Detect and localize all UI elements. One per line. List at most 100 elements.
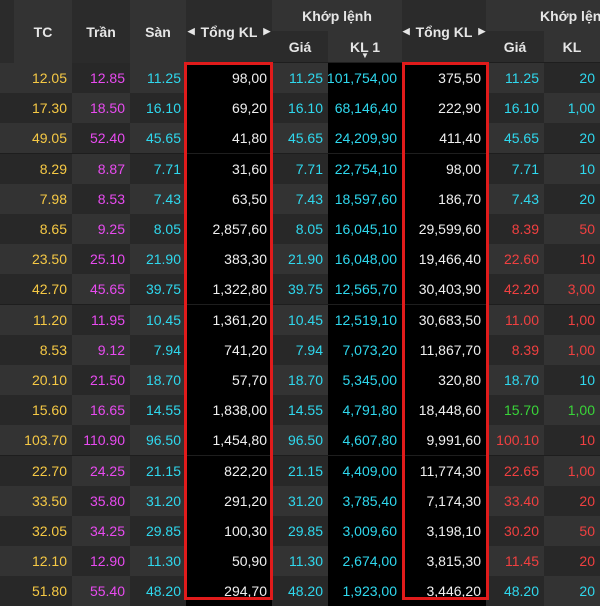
cell-tc: 12.10: [14, 546, 72, 577]
cell-tong-kl: 57,70: [186, 365, 272, 395]
header-tc-label: TC: [33, 23, 53, 40]
cell-san: 45.65: [130, 123, 186, 154]
header-gia-2[interactable]: Giá: [486, 31, 544, 62]
table-row[interactable]: 17.30 18.50 16.10 69,20 16.10 68,146,40 222,90…: [0, 93, 600, 124]
caret-left-icon[interactable]: ◀: [402, 26, 410, 36]
cell-tran: 11.95: [72, 304, 130, 335]
cell-kl1: 4,791,80: [328, 395, 402, 426]
table-row[interactable]: 32.05 34.25 29.85 100,30 29.85 3,009,60 3,198,…: [0, 516, 600, 546]
header-gia-1[interactable]: Giá: [272, 31, 328, 62]
cell-tong-kl: 291,20: [186, 485, 272, 516]
cell-tong-kl: 822,20: [186, 455, 272, 486]
header-tong-kl-2[interactable]: ◀ Tổng KL ▶: [402, 0, 486, 63]
cell-gia: 7.71: [272, 153, 328, 184]
table-row[interactable]: 8.29 8.87 7.71 31,60 7.71 22,754,10 98,00 7.71 1…: [0, 153, 600, 184]
highlight-box-tong-kl-1: [184, 62, 273, 600]
cell-tran: 8.53: [72, 183, 130, 214]
cell-kl-2: 10: [544, 365, 600, 395]
cell-kl-2: 20: [544, 576, 600, 606]
row-marker: [0, 93, 14, 124]
cell-gia-2: 22.60: [486, 244, 544, 275]
cell-tong-kl-2: 320,80: [402, 365, 486, 395]
cell-kl-2: 20: [544, 485, 600, 516]
cell-kl1: 4,409,00: [328, 455, 402, 486]
cell-tc: 23.50: [14, 244, 72, 275]
header-tc[interactable]: TC: [14, 0, 72, 63]
cell-tong-kl-2: 3,198,10: [402, 516, 486, 546]
cell-gia-2: 100.10: [486, 425, 544, 456]
table-row[interactable]: 42.70 45.65 39.75 1,322,80 39.75 12,565,70 30,…: [0, 274, 600, 305]
sort-down-icon[interactable]: ▼: [361, 51, 369, 60]
cell-tong-kl: 1,454,80: [186, 425, 272, 456]
cell-tc: 22.70: [14, 455, 72, 486]
table-row[interactable]: 23.50 25.10 21.90 383,30 21.90 16,048,00 19,46…: [0, 244, 600, 275]
cell-tc: 8.29: [14, 153, 72, 184]
cell-tc: 8.65: [14, 214, 72, 244]
cell-tran: 52.40: [72, 123, 130, 154]
cell-tc: 12.05: [14, 63, 72, 93]
caret-right-icon[interactable]: ▶: [478, 26, 486, 36]
cell-gia: 7.43: [272, 183, 328, 214]
header-tong-kl-2-label: Tổng KL: [415, 23, 473, 40]
cell-kl-2: 10: [544, 244, 600, 275]
cell-san: 39.75: [130, 274, 186, 305]
header-san[interactable]: Sàn: [130, 0, 186, 63]
table-row[interactable]: 49.05 52.40 45.65 41,80 45.65 24,209,90 411,40…: [0, 123, 600, 154]
header-khop-lenh-2: Khớp lệnh: [486, 0, 600, 31]
cell-san: 14.55: [130, 395, 186, 426]
table-row[interactable]: 7.98 8.53 7.43 63,50 7.43 18,597,60 186,70 7.43…: [0, 183, 600, 214]
cell-tran: 16.65: [72, 395, 130, 426]
cell-san: 10.45: [130, 304, 186, 335]
cell-tran: 12.85: [72, 63, 130, 93]
cell-san: 18.70: [130, 365, 186, 395]
cell-tong-kl-2: 30,403,90: [402, 274, 486, 305]
header-tong-kl-1[interactable]: ◀ Tổng KL ▶: [186, 0, 272, 63]
table-row[interactable]: 22.70 24.25 21.15 822,20 21.15 4,409,00 11,774…: [0, 455, 600, 486]
cell-tc: 17.30: [14, 93, 72, 124]
table-row[interactable]: 12.10 12.90 11.30 50,90 11.30 2,674,00 3,815,3…: [0, 546, 600, 577]
header-kl1[interactable]: KL 1 ▼: [328, 31, 402, 62]
cell-kl-2: 20: [544, 63, 600, 93]
cell-kl1: 1,923,00: [328, 576, 402, 606]
cell-gia-2: 11.00: [486, 304, 544, 335]
cell-tc: 33.50: [14, 485, 72, 516]
header-tran[interactable]: Trần: [72, 0, 130, 63]
cell-san: 7.71: [130, 153, 186, 184]
cell-tong-kl: 31,60: [186, 153, 272, 184]
cell-san: 7.94: [130, 334, 186, 365]
table-row[interactable]: 8.65 9.25 8.05 2,857,60 8.05 16,045,10 29,599,…: [0, 214, 600, 244]
caret-left-icon[interactable]: ◀: [187, 26, 195, 36]
header-gia-2-label: Giá: [503, 38, 527, 55]
cell-kl-2: 20: [544, 546, 600, 577]
cell-gia: 11.25: [272, 63, 328, 93]
row-marker: [0, 395, 14, 426]
row-marker: [0, 63, 14, 93]
cell-gia-2: 33.40: [486, 485, 544, 516]
cell-gia-2: 7.71: [486, 153, 544, 184]
table-row[interactable]: 33.50 35.80 31.20 291,20 31.20 3,785,40 7,174,…: [0, 485, 600, 516]
cell-tong-kl: 100,30: [186, 516, 272, 546]
header-khop-lenh-1: Khớp lệnh: [272, 0, 402, 31]
cell-kl1: 18,597,60: [328, 183, 402, 214]
cell-kl1: 12,565,70: [328, 274, 402, 305]
table-row[interactable]: 103.70 110.90 96.50 1,454,80 96.50 4,607,80 9,…: [0, 425, 600, 456]
table-row[interactable]: 8.53 9.12 7.94 741,20 7.94 7,073,20 11,867,70 8…: [0, 334, 600, 365]
cell-tong-kl-2: 186,70: [402, 183, 486, 214]
row-marker: [0, 455, 14, 486]
table-row[interactable]: 15.60 16.65 14.55 1,838,00 14.55 4,791,80 18,4…: [0, 395, 600, 426]
cell-san: 31.20: [130, 485, 186, 516]
caret-right-icon[interactable]: ▶: [263, 26, 271, 36]
header-kl-2[interactable]: KL: [544, 31, 600, 62]
cell-tong-kl: 383,30: [186, 244, 272, 275]
table-row[interactable]: 51.80 55.40 48.20 294,70 48.20 1,923,00 3,446,…: [0, 576, 600, 606]
cell-gia: 21.90: [272, 244, 328, 275]
table-row[interactable]: 20.10 21.50 18.70 57,70 18.70 5,345,00 320,80 1…: [0, 365, 600, 395]
cell-tong-kl-2: 18,448,60: [402, 395, 486, 426]
table-row[interactable]: 11.20 11.95 10.45 1,361,20 10.45 12,519,10 30,…: [0, 304, 600, 335]
cell-gia: 14.55: [272, 395, 328, 426]
cell-tran: 9.12: [72, 334, 130, 365]
row-marker: [0, 214, 14, 244]
table-row[interactable]: 12.05 12.85 11.25 98,00 11.25 101,754,00 375,5…: [0, 63, 600, 93]
cell-tong-kl-2: 11,867,70: [402, 334, 486, 365]
cell-kl1: 68,146,40: [328, 93, 402, 124]
